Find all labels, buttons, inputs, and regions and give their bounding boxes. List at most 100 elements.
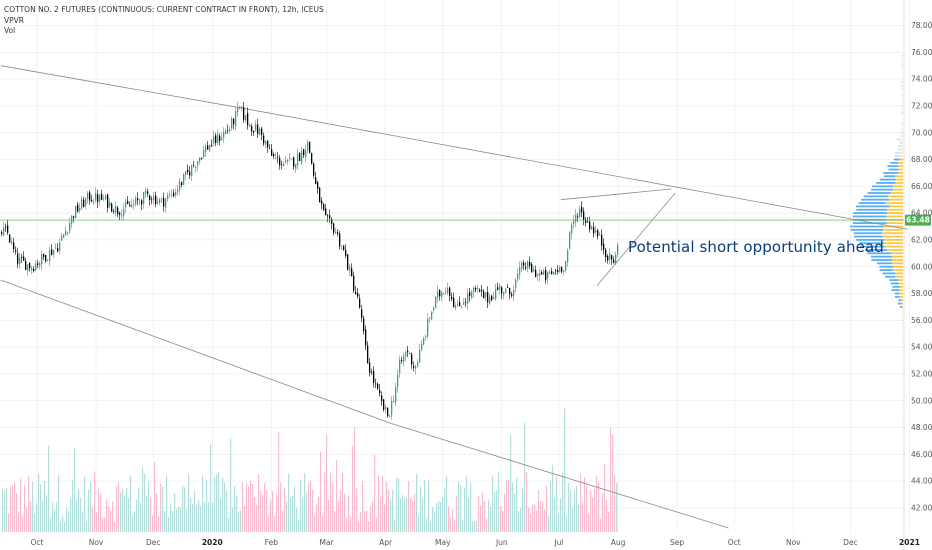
price-axis[interactable]: 78.00 76.00 74.00 72.00 70.00 68.00 66.00 64.00… xyxy=(911,21,932,512)
vp-bar-down xyxy=(900,151,903,154)
vp-bar-up xyxy=(871,255,893,258)
vp-bar-up xyxy=(902,71,903,74)
candle-body xyxy=(461,306,463,308)
candle-body xyxy=(449,287,451,296)
volume-bar xyxy=(364,511,366,532)
volume-bar xyxy=(552,464,554,532)
candle-body xyxy=(299,153,301,161)
volume-bar xyxy=(444,488,446,532)
indicator-vpvr-label[interactable]: VPVR xyxy=(4,16,24,25)
volume-bar xyxy=(166,475,168,532)
volume-bar xyxy=(274,516,276,532)
vp-bar-down xyxy=(902,312,903,315)
candle-body xyxy=(17,253,19,264)
volume-bar xyxy=(262,495,264,532)
candle-body xyxy=(1,232,3,234)
price-tick-label: 66.00 xyxy=(911,182,932,191)
candle-body xyxy=(287,159,289,162)
candle-body xyxy=(221,137,223,141)
volume-bar xyxy=(602,492,604,532)
candle-body xyxy=(439,289,441,297)
candle-body xyxy=(275,157,277,159)
volume-bar xyxy=(6,488,8,532)
volume-bar xyxy=(188,474,190,532)
volume-bar xyxy=(306,492,308,532)
vp-bar-up xyxy=(859,245,885,248)
time-tick-label: 2021 xyxy=(899,538,920,547)
candle-body xyxy=(581,206,583,213)
volume-bar xyxy=(350,516,352,532)
candle-body xyxy=(127,200,129,204)
vp-bar-down xyxy=(899,292,903,295)
volume-bar xyxy=(396,478,398,532)
indicator-vol-label[interactable]: Vol xyxy=(4,26,16,35)
vp-bar-up xyxy=(901,312,903,315)
candle-body xyxy=(257,124,259,134)
candle-body xyxy=(51,249,53,255)
volume-bar xyxy=(520,507,522,532)
volume-bar xyxy=(564,408,566,532)
volume-bar xyxy=(220,498,222,532)
volume-bar xyxy=(44,481,46,532)
candle-body xyxy=(83,199,85,208)
volume-bar xyxy=(530,514,532,532)
candle-body xyxy=(3,227,5,236)
volume-bar xyxy=(26,508,28,532)
candle-body xyxy=(451,297,453,299)
volume-bar xyxy=(388,489,390,532)
vp-bar-up xyxy=(897,302,902,305)
vp-bar-down xyxy=(893,265,903,268)
candle-body xyxy=(429,317,431,319)
text-annotation[interactable]: Potential short opportunity ahead xyxy=(628,238,884,256)
volume-bar xyxy=(80,497,82,532)
volume-bar xyxy=(12,485,14,532)
vp-bar-up xyxy=(888,168,899,171)
vp-bar-down xyxy=(881,232,903,235)
candle-body xyxy=(427,318,429,337)
volume-bar xyxy=(462,519,464,532)
candle-body xyxy=(311,153,313,164)
volume-bar xyxy=(180,507,182,532)
candle-body xyxy=(201,157,203,159)
volume-bar xyxy=(152,515,154,532)
volume-bar xyxy=(254,497,256,532)
volume-bar xyxy=(578,504,580,532)
volume-bar xyxy=(286,501,288,532)
time-axis[interactable]: Oct Nov Dec 2020 Feb Mar Apr May Jun Jul Aug Sep Oct… xyxy=(31,538,920,547)
vp-bar-up xyxy=(877,262,892,265)
vp-bar-down xyxy=(898,168,903,171)
volume-bar xyxy=(280,482,282,532)
vp-bar-up xyxy=(850,225,884,228)
volume-bar xyxy=(150,498,152,532)
candle-body xyxy=(569,232,571,249)
volume-bar xyxy=(62,515,64,532)
volume-bar xyxy=(272,490,274,532)
candle-body xyxy=(611,255,613,260)
price-tick-label: 62.00 xyxy=(911,236,932,245)
candle-body xyxy=(85,198,87,206)
volume-bar xyxy=(554,497,556,532)
volume-bar xyxy=(242,482,244,532)
candle-body xyxy=(495,289,497,299)
trendline xyxy=(244,108,908,230)
vp-bar-up xyxy=(901,319,903,322)
candle-body xyxy=(47,259,49,261)
volume-bar xyxy=(108,506,110,532)
volume-bar xyxy=(352,445,354,532)
candle-body xyxy=(489,296,491,304)
vp-bar-down xyxy=(886,212,903,214)
volume-bar xyxy=(218,472,220,532)
candle-body xyxy=(9,234,11,243)
candle-body xyxy=(557,270,559,273)
volume-bar xyxy=(266,490,268,532)
volume-bar xyxy=(518,511,520,532)
volume-bar xyxy=(560,498,562,532)
vp-bar-up xyxy=(894,155,901,158)
volume-bar xyxy=(448,506,450,532)
candle-body xyxy=(261,128,263,135)
time-tick-label: Nov xyxy=(89,538,104,547)
trendlines[interactable] xyxy=(0,65,908,529)
volume-bar xyxy=(174,492,176,532)
candle-body xyxy=(77,204,79,212)
